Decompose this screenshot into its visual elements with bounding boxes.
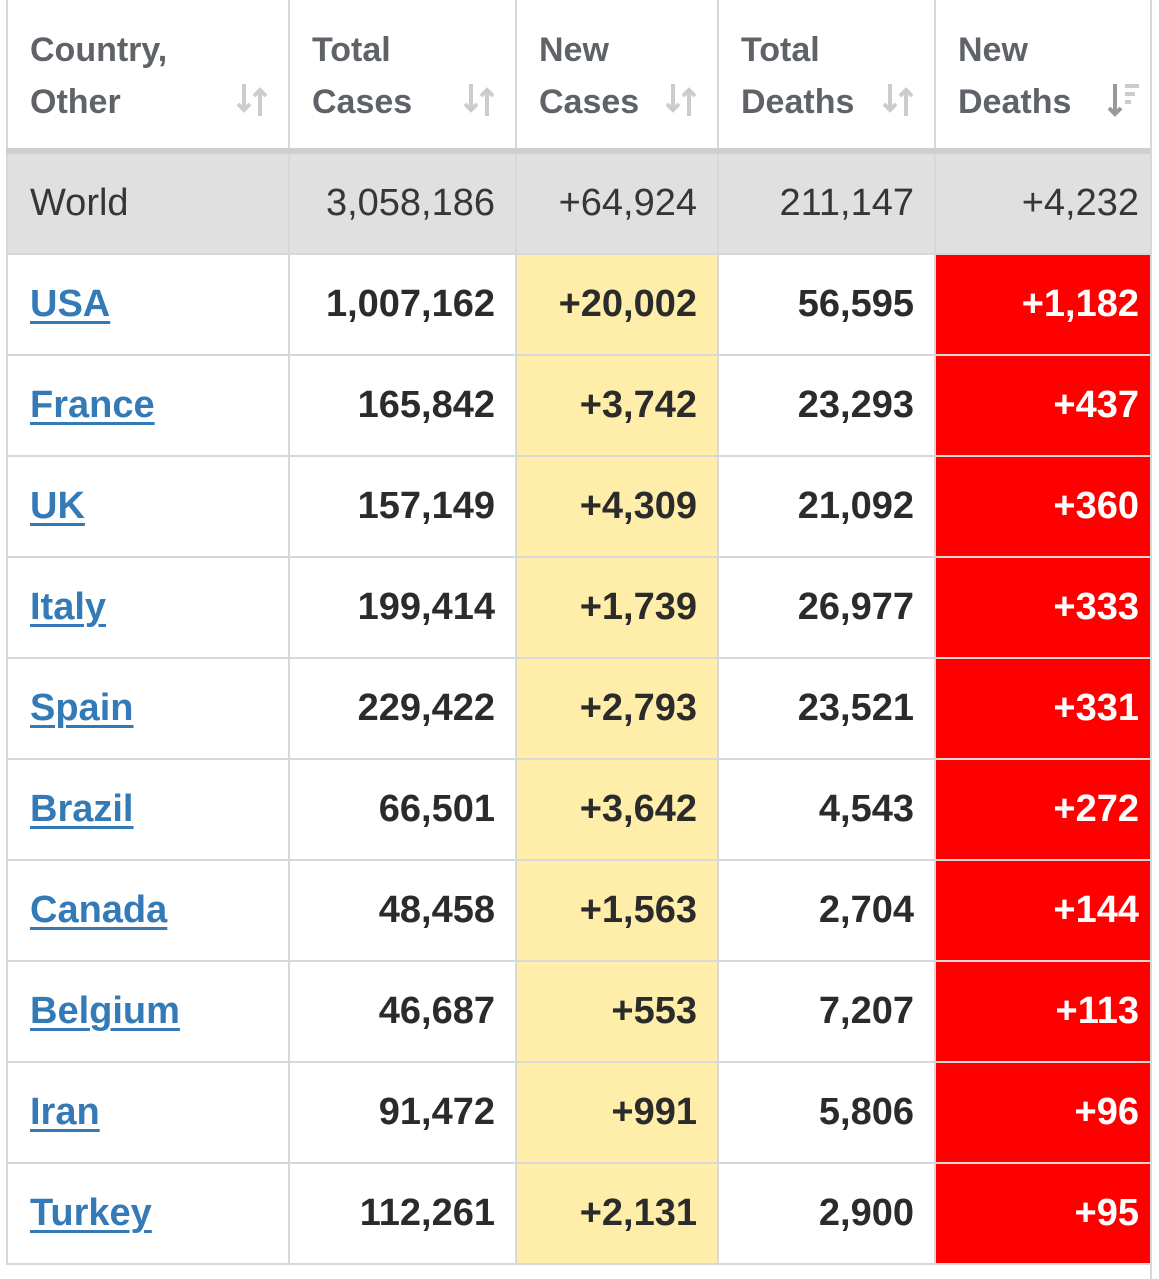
total-deaths-cell: 2,900 [717,1162,936,1265]
country-link[interactable]: France [30,384,155,426]
table-row: UK 157,149 +4,309 21,092 +360 [6,455,1159,558]
sort-arrows-icon[interactable] [461,80,497,120]
table-body: World 3,058,186 +64,924 211,147 +4,232 U… [6,148,1159,1265]
world-total-deaths-cell: 211,147 [717,148,936,255]
total-deaths-cell: 7,207 [717,960,936,1063]
world-name-cell: World [6,148,290,255]
table-row: Turkey 112,261 +2,131 2,900 +95 [6,1162,1159,1265]
table-row: Italy 199,414 +1,739 26,977 +333 [6,556,1159,659]
total-deaths-cell: 23,521 [717,657,936,760]
total-cases-cell: 199,414 [288,556,517,659]
sort-arrows-icon[interactable] [234,80,270,120]
sort-arrows-icon[interactable] [663,80,699,120]
country-link[interactable]: UK [30,485,85,527]
new-deaths-cell: +95 [934,1162,1159,1265]
new-cases-cell: +2,131 [515,1162,719,1265]
world-total-cases-cell: 3,058,186 [288,148,517,255]
country-cell: Italy [6,556,290,659]
country-link[interactable]: Spain [30,687,134,729]
total-deaths-cell: 26,977 [717,556,936,659]
country-cell: Canada [6,859,290,962]
new-deaths-cell: +333 [934,556,1159,659]
column-header-total-deaths[interactable]: Total Deaths [717,0,936,152]
total-cases-cell: 46,687 [288,960,517,1063]
country-link[interactable]: Turkey [30,1192,152,1234]
country-link[interactable]: Belgium [30,990,180,1032]
total-deaths-cell: 5,806 [717,1061,936,1164]
country-link[interactable]: USA [30,283,111,325]
total-cases-cell: 157,149 [288,455,517,558]
table-header: Country, Other Total Cases New Cases [6,0,1159,152]
country-cell: Belgium [6,960,290,1063]
total-deaths-cell: 21,092 [717,455,936,558]
world-new-cases-cell: +64,924 [515,148,719,255]
column-header-new-cases[interactable]: New Cases [515,0,719,152]
column-header-label: Total Deaths [741,31,855,121]
covid-table: Country, Other Total Cases New Cases [6,0,1159,1265]
total-deaths-cell: 4,543 [717,758,936,861]
table-row: France 165,842 +3,742 23,293 +437 [6,354,1159,457]
total-deaths-cell: 23,293 [717,354,936,457]
new-cases-cell: +3,742 [515,354,719,457]
sort-descending-icon[interactable] [1105,80,1141,120]
country-link[interactable]: Canada [30,889,168,931]
world-new-deaths-cell: +4,232 [934,148,1159,255]
world-row: World 3,058,186 +64,924 211,147 +4,232 [6,148,1159,255]
country-cell: Brazil [6,758,290,861]
new-cases-cell: +3,642 [515,758,719,861]
new-cases-cell: +1,739 [515,556,719,659]
column-header-label: Country, Other [30,31,168,121]
sort-arrows-icon[interactable] [880,80,916,120]
country-cell: France [6,354,290,457]
new-deaths-cell: +360 [934,455,1159,558]
country-cell: Spain [6,657,290,760]
total-cases-cell: 48,458 [288,859,517,962]
country-cell: Turkey [6,1162,290,1265]
column-header-country[interactable]: Country, Other [6,0,290,152]
table-row: Iran 91,472 +991 5,806 +96 [6,1061,1159,1164]
table-row: USA 1,007,162 +20,002 56,595 +1,182 [6,253,1159,356]
total-cases-cell: 165,842 [288,354,517,457]
new-deaths-cell: +96 [934,1061,1159,1164]
total-cases-cell: 112,261 [288,1162,517,1265]
new-deaths-cell: +1,182 [934,253,1159,356]
new-cases-cell: +2,793 [515,657,719,760]
new-deaths-cell: +331 [934,657,1159,760]
column-header-total-cases[interactable]: Total Cases [288,0,517,152]
total-cases-cell: 229,422 [288,657,517,760]
total-cases-cell: 91,472 [288,1061,517,1164]
country-cell: Iran [6,1061,290,1164]
new-cases-cell: +4,309 [515,455,719,558]
country-cell: UK [6,455,290,558]
column-header-new-deaths[interactable]: New Deaths [934,0,1159,152]
table-row: Brazil 66,501 +3,642 4,543 +272 [6,758,1159,861]
new-cases-cell: +991 [515,1061,719,1164]
new-deaths-cell: +437 [934,354,1159,457]
column-header-label: New Cases [539,31,640,121]
column-header-label: New Deaths [958,31,1072,121]
country-link[interactable]: Iran [30,1091,100,1133]
country-link[interactable]: Brazil [30,788,134,830]
new-cases-cell: +1,563 [515,859,719,962]
new-deaths-cell: +113 [934,960,1159,1063]
table-row: Belgium 46,687 +553 7,207 +113 [6,960,1159,1063]
new-deaths-cell: +272 [934,758,1159,861]
table-right-edge [1150,0,1159,1279]
table-row: Spain 229,422 +2,793 23,521 +331 [6,657,1159,760]
country-link[interactable]: Italy [30,586,107,628]
header-row: Country, Other Total Cases New Cases [6,0,1159,152]
total-deaths-cell: 2,704 [717,859,936,962]
country-cell: USA [6,253,290,356]
total-cases-cell: 1,007,162 [288,253,517,356]
new-deaths-cell: +144 [934,859,1159,962]
column-header-label: Total Cases [312,31,413,121]
total-cases-cell: 66,501 [288,758,517,861]
table-row: Canada 48,458 +1,563 2,704 +144 [6,859,1159,962]
new-cases-cell: +553 [515,960,719,1063]
total-deaths-cell: 56,595 [717,253,936,356]
new-cases-cell: +20,002 [515,253,719,356]
